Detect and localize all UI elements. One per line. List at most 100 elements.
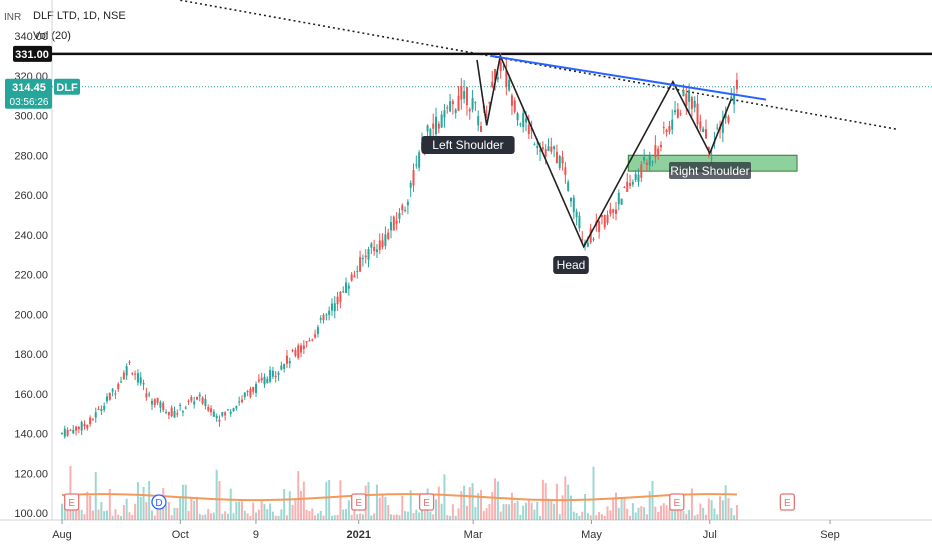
volume-bar: [733, 515, 736, 520]
volume-bar: [195, 496, 198, 520]
volume-bar: [651, 481, 654, 520]
volume-bar: [156, 509, 159, 520]
volume-bar: [150, 510, 153, 520]
earnings-marker: E: [418, 493, 435, 511]
candle-body: [61, 432, 63, 434]
candle-body: [215, 415, 218, 419]
volume-bar: [502, 504, 505, 520]
candle-body: [699, 121, 702, 129]
volume-bar: [300, 490, 303, 520]
candle-body: [375, 249, 378, 253]
volume-bar: [516, 500, 519, 520]
candle-body: [589, 228, 592, 243]
volume-bar: [446, 515, 449, 520]
candle-body: [629, 183, 632, 186]
volume-bar: [350, 514, 353, 520]
volume-bar: [437, 486, 440, 520]
volume-bar: [710, 500, 713, 520]
candle-body: [623, 186, 626, 188]
candle-body: [339, 291, 342, 302]
volume-bar: [221, 513, 224, 520]
candle-body: [367, 249, 370, 260]
volume-bar: [614, 492, 617, 520]
volume-bar: [97, 509, 100, 520]
candle-body: [108, 392, 111, 400]
volume-bar: [415, 509, 418, 520]
svg-text:DLF: DLF: [56, 82, 78, 94]
y-tick-label: 160.00: [14, 389, 48, 401]
earnings-marker: E: [779, 493, 795, 511]
candle-body: [302, 345, 305, 349]
candle-body: [260, 377, 263, 381]
volume-bar: [690, 488, 693, 520]
candle-body: [294, 349, 297, 356]
volume-bar: [69, 465, 72, 520]
candle-body: [578, 215, 581, 229]
last-price-tag: 314.45 03:56:26: [5, 78, 52, 109]
candle-body: [145, 393, 148, 398]
candle-body: [83, 424, 86, 427]
volume-bar: [319, 510, 322, 520]
candle-body: [471, 98, 474, 110]
volume-bar: [294, 500, 297, 520]
volume-bar: [457, 508, 460, 520]
candle-body: [232, 408, 235, 412]
volume-bar: [347, 500, 350, 520]
volume-bar: [336, 514, 339, 520]
volume-bar: [184, 484, 187, 520]
candle-body: [322, 314, 325, 321]
volume-bar: [648, 491, 651, 520]
candle-body: [269, 369, 272, 382]
svg-text:D: D: [155, 498, 162, 509]
volume-bar: [356, 514, 359, 520]
volume-bar: [100, 501, 103, 520]
neckline: [490, 54, 767, 101]
candle-body: [567, 182, 570, 191]
volume-bar: [218, 480, 221, 520]
candle-body: [494, 68, 497, 81]
volume-bar: [153, 515, 156, 520]
candle-body: [643, 157, 646, 161]
volume-bar: [212, 512, 215, 520]
y-tick-label: 300.00: [14, 111, 48, 123]
volume-bar: [131, 515, 134, 520]
volume-bar: [120, 515, 123, 520]
candle-body: [679, 113, 682, 115]
volume-bar: [198, 513, 201, 520]
volume-bar: [679, 509, 682, 520]
candle-body: [539, 150, 542, 152]
candle-body: [224, 412, 227, 416]
candle-body: [229, 411, 232, 414]
candle-body: [558, 155, 561, 168]
candle-body: [193, 401, 196, 405]
volume-bar: [210, 513, 213, 520]
candle-body: [465, 87, 468, 106]
volume-bar: [617, 507, 620, 520]
volume-bar: [713, 508, 716, 520]
candle-body: [207, 407, 210, 411]
volume-bar: [263, 504, 266, 520]
volume-bar: [581, 511, 584, 520]
candle-body: [184, 407, 187, 409]
volume-bar: [297, 471, 300, 520]
candle-body: [415, 164, 418, 166]
currency-label: INR: [4, 12, 22, 23]
candle-body: [676, 109, 679, 118]
candle-body: [460, 86, 463, 100]
candle-body: [395, 220, 398, 224]
candle-body: [198, 394, 201, 397]
candle-body: [285, 355, 288, 364]
volume-bar: [173, 507, 176, 520]
volume-bar: [406, 511, 409, 520]
symbol-title[interactable]: DLF LTD, 1D, NSE: [33, 10, 126, 22]
volume-bar: [342, 509, 345, 520]
candle-body: [131, 373, 134, 375]
volume-bar: [550, 499, 553, 520]
candle-body: [114, 393, 117, 395]
volume-bar: [443, 474, 446, 520]
y-tick-label: 280.00: [14, 150, 48, 162]
volume-bar: [485, 508, 488, 520]
candle-body: [165, 411, 168, 413]
volume-bar: [629, 515, 632, 520]
